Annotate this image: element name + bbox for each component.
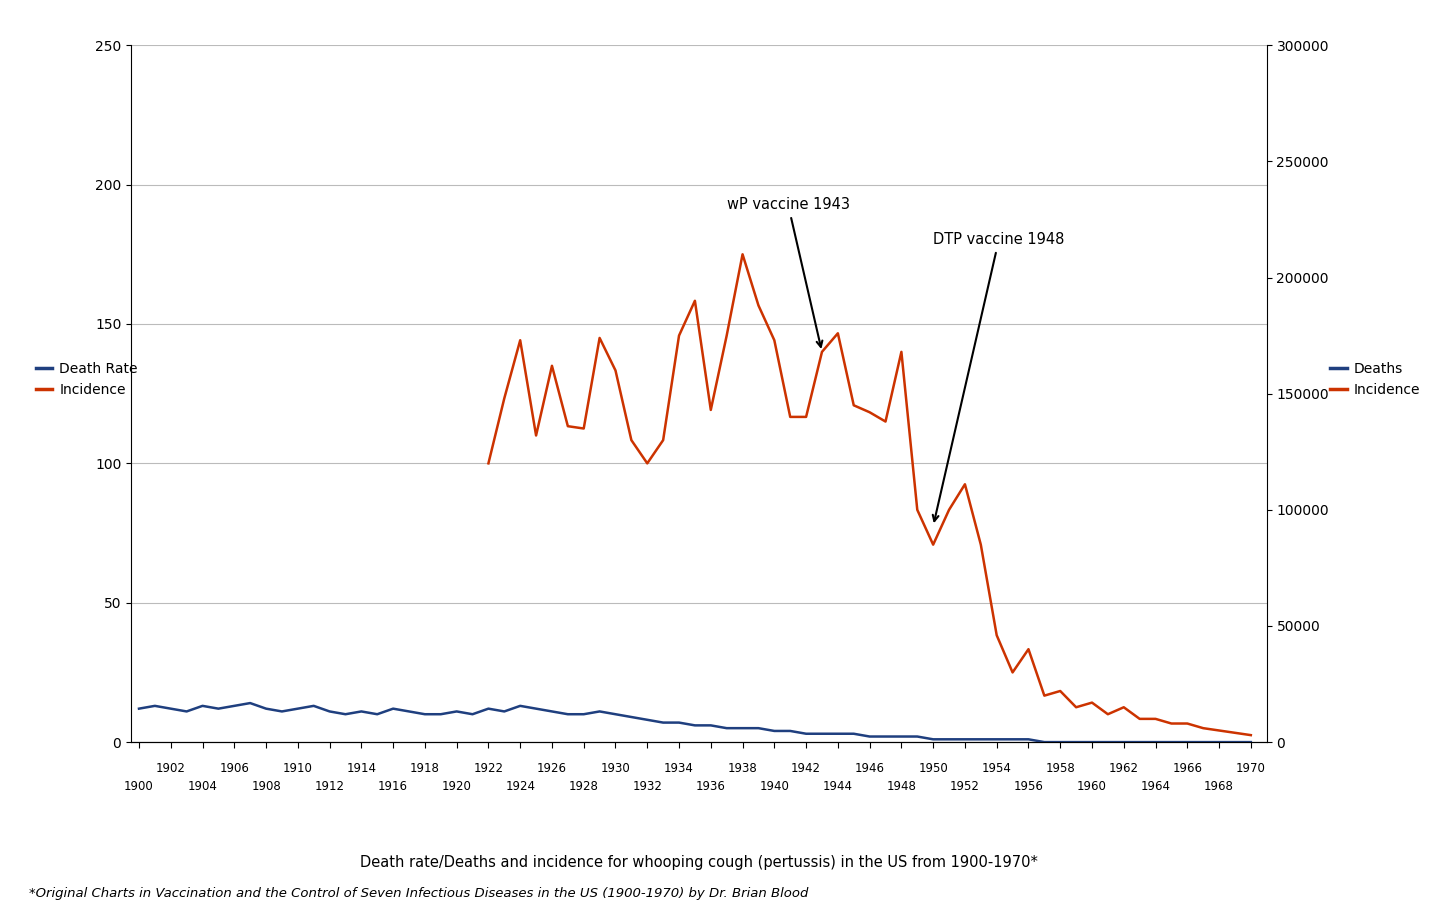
Text: 1958: 1958 <box>1045 761 1075 775</box>
Text: 1946: 1946 <box>855 761 885 775</box>
Text: 1962: 1962 <box>1109 761 1139 775</box>
Text: DTP vaccine 1948: DTP vaccine 1948 <box>933 233 1064 521</box>
Text: 1968: 1968 <box>1204 779 1235 793</box>
Legend: Deaths, Incidence: Deaths, Incidence <box>1331 362 1421 397</box>
Text: wP vaccine 1943: wP vaccine 1943 <box>727 197 850 347</box>
Text: 1928: 1928 <box>569 779 598 793</box>
Text: 1902: 1902 <box>156 761 186 775</box>
Text: 1926: 1926 <box>537 761 566 775</box>
Text: 1918: 1918 <box>411 761 440 775</box>
Text: Death rate/Deaths and incidence for whooping cough (pertussis) in the US from 19: Death rate/Deaths and incidence for whoo… <box>360 855 1038 871</box>
Text: 1906: 1906 <box>220 761 249 775</box>
Text: 1964: 1964 <box>1140 779 1171 793</box>
Text: 1904: 1904 <box>188 779 217 793</box>
Text: *Original Charts in Vaccination and the Control of Seven Infectious Diseases in : *Original Charts in Vaccination and the … <box>29 888 808 900</box>
Legend: Death Rate, Incidence: Death Rate, Incidence <box>36 362 138 397</box>
Text: 1914: 1914 <box>347 761 376 775</box>
Text: 1944: 1944 <box>823 779 853 793</box>
Text: 1970: 1970 <box>1236 761 1265 775</box>
Text: 1936: 1936 <box>696 779 725 793</box>
Text: 1940: 1940 <box>760 779 789 793</box>
Text: 1954: 1954 <box>981 761 1012 775</box>
Text: 1916: 1916 <box>379 779 408 793</box>
Text: 1920: 1920 <box>441 779 472 793</box>
Text: 1960: 1960 <box>1077 779 1107 793</box>
Text: 1950: 1950 <box>919 761 948 775</box>
Text: 1922: 1922 <box>473 761 504 775</box>
Text: 1966: 1966 <box>1172 761 1203 775</box>
Text: 1900: 1900 <box>124 779 154 793</box>
Text: 1912: 1912 <box>314 779 345 793</box>
Text: 1948: 1948 <box>887 779 916 793</box>
Text: 1924: 1924 <box>505 779 536 793</box>
Text: 1910: 1910 <box>282 761 313 775</box>
Text: 1934: 1934 <box>664 761 695 775</box>
Text: 1956: 1956 <box>1013 779 1044 793</box>
Text: 1942: 1942 <box>791 761 821 775</box>
Text: 1932: 1932 <box>632 779 662 793</box>
Text: 1952: 1952 <box>949 779 980 793</box>
Text: 1908: 1908 <box>252 779 281 793</box>
Text: 1930: 1930 <box>601 761 630 775</box>
Text: 1938: 1938 <box>728 761 757 775</box>
